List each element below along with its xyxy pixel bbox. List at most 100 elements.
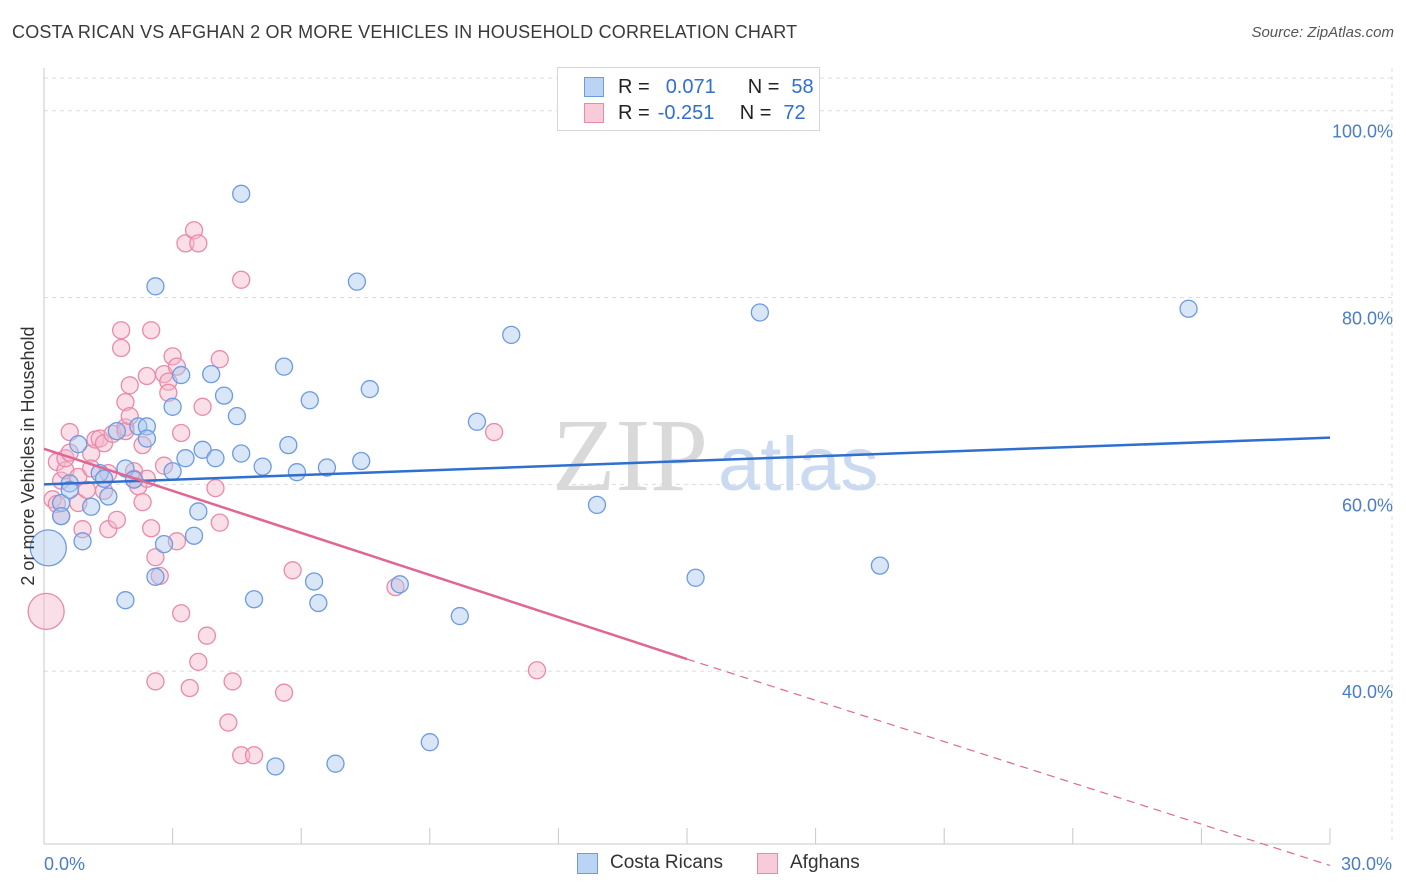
legend-swatch-blue: [584, 77, 604, 97]
afghans-point: [112, 338, 131, 358]
costa-ricans-point: [184, 526, 204, 545]
afghans-point: [232, 746, 251, 765]
afghans-point: [167, 357, 187, 376]
afghans-point: [27, 592, 65, 631]
costa-ricans-points: [29, 184, 1198, 776]
legend-item-afghans[interactable]: Afghans: [757, 852, 860, 874]
x-tick-label: 30.0%: [1341, 854, 1392, 874]
afghans-point: [527, 661, 547, 680]
costa-ricans-point: [146, 277, 165, 296]
afghans-trend-extension: [686, 658, 1331, 867]
afghans-point: [232, 270, 251, 289]
costa-ricans-point: [244, 590, 264, 609]
legend-label-afghans: Afghans: [790, 852, 860, 873]
costa-ricans-point: [686, 568, 705, 587]
costa-ricans-point: [163, 462, 182, 481]
costa-ricans-point: [116, 591, 135, 610]
costa-ricans-point: [352, 451, 371, 471]
afghans-point: [197, 626, 217, 645]
watermark-atlas: atlas: [718, 422, 879, 507]
afghans-point: [107, 510, 127, 530]
afghans-point: [210, 513, 229, 532]
costa-ricans-point: [750, 303, 770, 322]
costa-ricans-point: [300, 391, 319, 410]
afghans-point: [82, 459, 101, 478]
costa-ricans-point: [60, 480, 79, 500]
afghans-point: [146, 548, 165, 567]
costa-ricans-point: [450, 606, 469, 626]
y-tick-label: 80.0%: [1342, 309, 1393, 329]
legend-n-value: 58: [791, 75, 814, 98]
afghans-point: [116, 392, 135, 412]
costa-ricans-trend-line: [43, 436, 1331, 486]
legend-r-value: -0.251: [657, 101, 715, 124]
costa-ricans-point: [870, 556, 890, 575]
afghans-point: [133, 492, 152, 512]
costa-ricans-point: [29, 529, 67, 567]
afghans-point: [142, 519, 161, 538]
costa-ricans-point: [232, 444, 251, 463]
chart-title: COSTA RICAN VS AFGHAN 2 OR MORE VEHICLES…: [12, 22, 798, 42]
costa-ricans-point: [94, 469, 114, 488]
costa-ricans-point: [420, 733, 439, 752]
costa-ricans-point: [227, 407, 247, 426]
costa-ricans-point: [193, 440, 212, 459]
afghans-points: [27, 221, 547, 765]
afghans-trend-line: [43, 447, 688, 661]
legend-r-value: 0.071: [665, 75, 716, 98]
legend-n-value: 72: [783, 101, 806, 124]
legend-swatch-blue: [577, 852, 598, 874]
watermark-zip: ZIP: [552, 398, 708, 513]
legend-row-costa-ricans: R = 0.071 N = 58: [584, 75, 814, 99]
afghans-point: [484, 422, 504, 442]
costa-ricans-point: [73, 532, 92, 551]
legend-item-costa-ricans[interactable]: Costa Ricans: [577, 852, 723, 874]
costa-ricans-point: [390, 575, 409, 594]
costa-ricans-point: [467, 412, 487, 431]
afghans-point: [189, 234, 208, 253]
legend-n-label: N =: [747, 75, 780, 98]
costa-ricans-point: [206, 449, 225, 468]
costa-ricans-point: [69, 435, 88, 454]
afghans-point: [163, 347, 182, 366]
afghans-point: [137, 366, 157, 386]
series-legend: Costa Ricans Afghans: [0, 852, 1406, 878]
legend-label-costa-ricans: Costa Ricans: [610, 852, 723, 873]
legend-swatch-pink: [584, 103, 604, 123]
costa-ricans-point: [326, 754, 345, 773]
afghans-point: [193, 397, 212, 416]
costa-ricans-point: [107, 421, 127, 441]
costa-ricans-point: [287, 463, 307, 482]
costa-ricans-point: [360, 379, 379, 399]
afghans-point: [223, 672, 242, 691]
costa-ricans-point: [587, 495, 607, 515]
costa-ricans-point: [172, 365, 191, 385]
costa-ricans-point: [279, 435, 298, 455]
costa-ricans-point: [202, 364, 221, 384]
costa-ricans-point: [99, 487, 118, 506]
y-axis-label: 2 or more Vehicles in Household: [18, 326, 38, 585]
costa-ricans-point: [309, 593, 328, 613]
x-tick-label: 0.0%: [44, 854, 85, 874]
afghans-point: [112, 321, 131, 340]
costa-ricans-point: [82, 497, 101, 516]
afghans-point: [176, 234, 195, 253]
legend-n-label: N =: [739, 101, 772, 124]
watermark: ZIP atlas: [552, 398, 879, 513]
y-tick-label: 100.0%: [1332, 122, 1393, 142]
afghans-point: [120, 376, 139, 395]
costa-ricans-point: [274, 357, 294, 376]
costa-ricans-point: [253, 457, 272, 476]
afghans-point: [219, 713, 238, 732]
trend-lines: [43, 436, 1331, 867]
legend-row-afghans: R = -0.251 N = 72: [584, 101, 806, 125]
costa-ricans-point: [176, 449, 195, 468]
source-label: Source: ZipAtlas.com: [1251, 24, 1394, 41]
costa-ricans-point: [232, 184, 251, 203]
costa-ricans-point: [163, 397, 182, 416]
costa-ricans-point: [51, 506, 71, 526]
afghans-point: [159, 383, 178, 402]
costa-ricans-point: [1179, 299, 1198, 318]
costa-ricans-point: [137, 429, 157, 448]
